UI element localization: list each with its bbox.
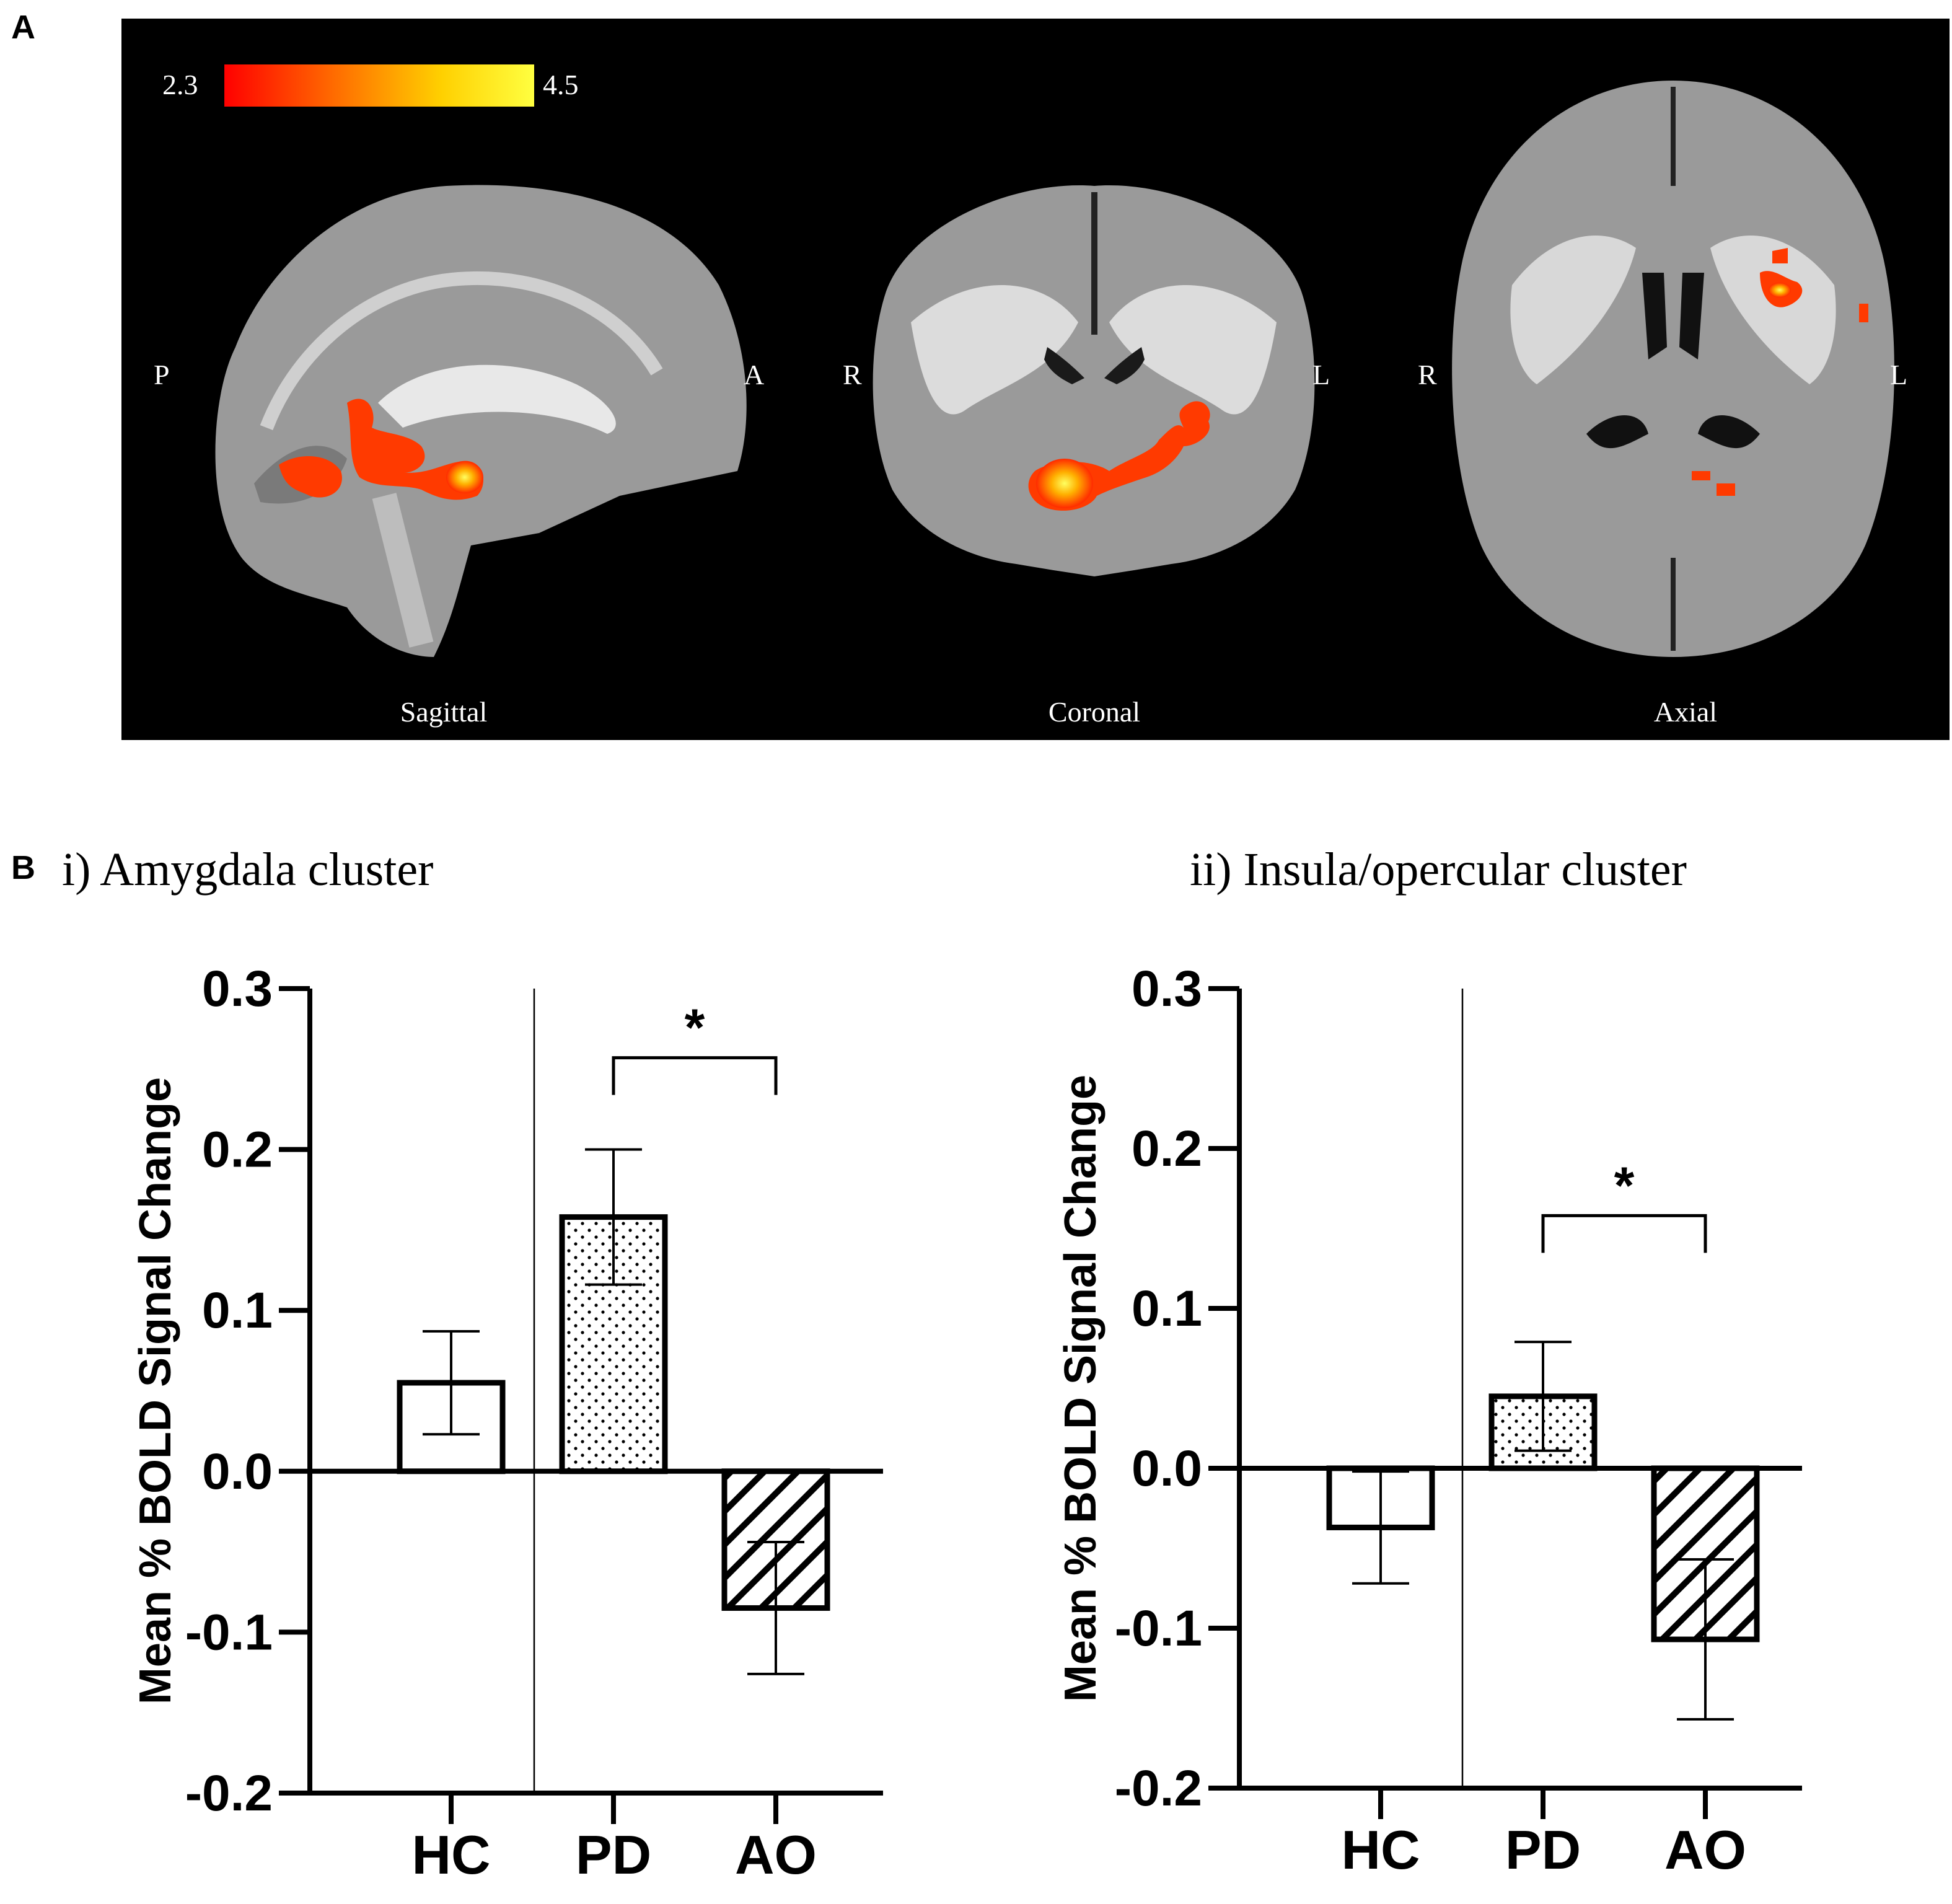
y-axis-label: Mean % BOLD Signal Change [131, 1077, 180, 1704]
coronal-view: R L Coronal [843, 185, 1330, 728]
axial-brain [1452, 81, 1894, 657]
sagittal-brain [215, 185, 747, 657]
y-tick-label: 0.2 [1132, 1121, 1202, 1177]
category-label-hc: HC [1341, 1819, 1420, 1880]
category-label-ao: AO [735, 1824, 817, 1885]
chart-title: i) Amygdala cluster [62, 844, 433, 896]
insula-chart: ii) Insula/opercular cluster Mean % BOLD … [1056, 844, 1802, 1880]
significance-marker: * [1614, 1156, 1635, 1214]
y-tick-label: 0.3 [202, 961, 273, 1017]
category-label-pd: PD [576, 1824, 651, 1885]
sagittal-view: P A Sagittal [154, 185, 764, 728]
sagittal-right-label: A [744, 359, 764, 390]
category-label-pd: PD [1505, 1819, 1581, 1880]
y-tick-label: 0.2 [202, 1122, 273, 1178]
category-label-ao: AO [1664, 1819, 1746, 1880]
coronal-view-label: Coronal [1049, 696, 1140, 728]
colorbar-min-label: 2.3 [162, 69, 198, 100]
y-tick-label: -0.1 [185, 1604, 273, 1660]
axial-view-label: Axial [1654, 696, 1717, 728]
panel-b-label: B [11, 849, 35, 886]
y-tick-label: -0.2 [185, 1765, 273, 1822]
category-label-hc: HC [411, 1824, 490, 1885]
y-tick-label: -0.2 [1115, 1760, 1202, 1817]
chart-title: ii) Insula/opercular cluster [1190, 844, 1687, 896]
y-axis-label: Mean % BOLD Signal Change [1056, 1075, 1106, 1702]
coronal-left-label: R [843, 359, 862, 390]
colorbar [224, 64, 534, 107]
coronal-brain [873, 185, 1315, 576]
axial-view: R L Axial [1418, 81, 1907, 728]
y-tick-label: 0.0 [202, 1443, 273, 1500]
y-tick-label: 0.0 [1132, 1440, 1202, 1497]
sagittal-left-label: P [154, 359, 170, 390]
axial-activation [1692, 248, 1868, 496]
significance-bracket [1541, 1214, 1707, 1253]
y-tick-label: -0.1 [1115, 1600, 1202, 1657]
y-tick-label: 0.3 [1132, 961, 1202, 1017]
colorbar-max-label: 4.5 [543, 69, 579, 100]
y-tick-label: 0.1 [202, 1282, 273, 1339]
axial-left-label: R [1418, 359, 1437, 390]
coronal-right-label: L [1312, 359, 1330, 390]
axial-right-label: L [1890, 359, 1907, 390]
y-tick-label: 0.1 [1132, 1280, 1202, 1337]
sagittal-activation [279, 399, 483, 500]
significance-bracket [612, 1056, 778, 1095]
significance-marker: * [685, 998, 705, 1057]
amygdala-chart: i) Amygdala cluster Mean % BOLD Signal Ch… [62, 844, 883, 1885]
sagittal-view-label: Sagittal [400, 696, 488, 728]
panel-a-label: A [11, 9, 35, 46]
